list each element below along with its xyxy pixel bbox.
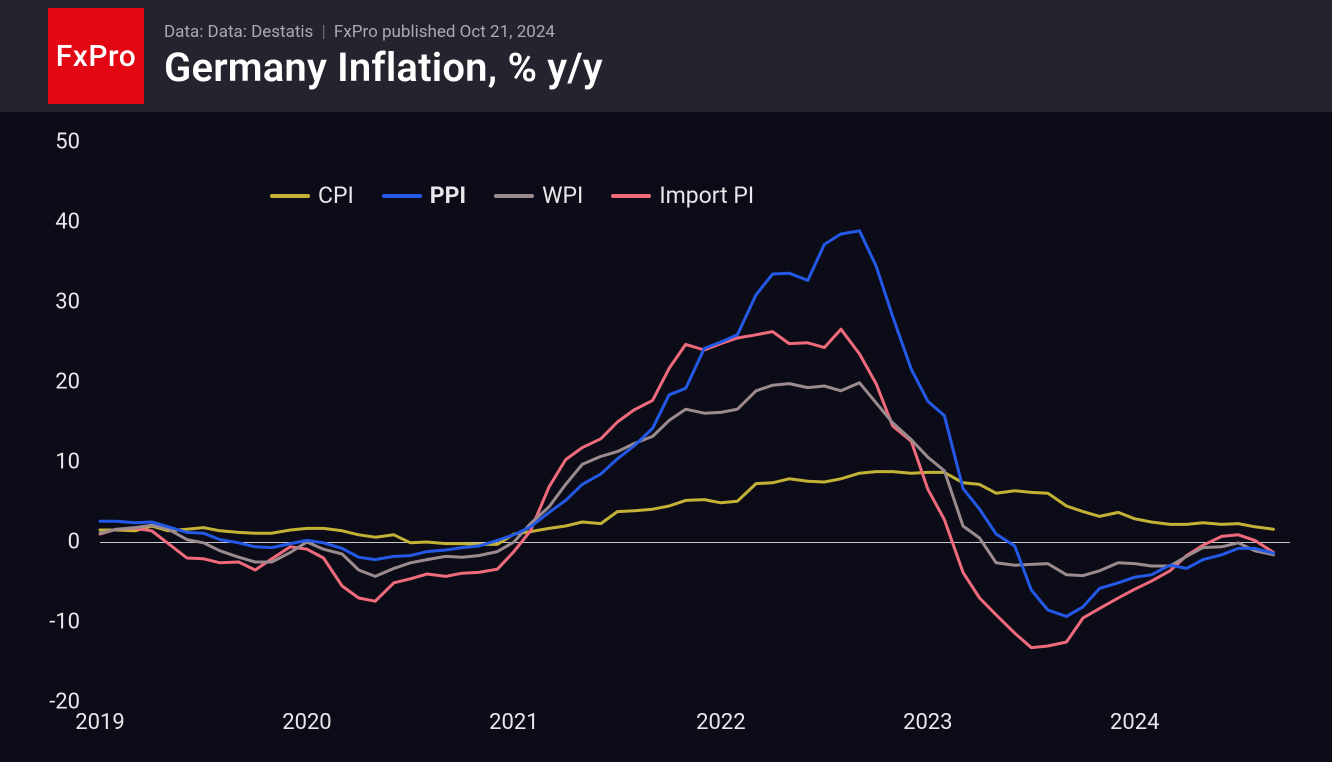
y-tick-label: 10 — [55, 450, 80, 475]
chart-title: Germany Inflation, % y/y — [164, 44, 603, 91]
x-tick-label: 2023 — [903, 710, 952, 735]
x-axis: 201920202021202220232024 — [100, 710, 1290, 740]
y-tick-label: 0 — [68, 530, 80, 555]
x-tick-label: 2022 — [696, 710, 745, 735]
brand-logo: FxPro — [48, 8, 144, 104]
series-import_pi — [100, 329, 1273, 647]
y-tick-label: 30 — [55, 290, 80, 315]
plot-region: CPIPPIWPIImport PI — [100, 142, 1290, 702]
y-tick-label: 50 — [55, 130, 80, 155]
meta-separator: | — [322, 22, 326, 42]
line-layer — [100, 142, 1290, 702]
y-tick-label: -10 — [49, 610, 80, 635]
meta-published: FxPro published Oct 21, 2024 — [334, 22, 555, 42]
x-tick-label: 2019 — [75, 710, 124, 735]
x-tick-label: 2021 — [489, 710, 538, 735]
chart-header: FxPro Data: Data: Destatis | FxPro publi… — [0, 0, 1332, 112]
y-axis: -20-1001020304050 — [0, 142, 90, 702]
meta-source: Data: Data: Destatis — [164, 22, 313, 42]
y-tick-label: 40 — [55, 210, 80, 235]
x-tick-label: 2020 — [282, 710, 331, 735]
brand-logo-text: FxPro — [56, 39, 137, 74]
y-tick-label: 20 — [55, 370, 80, 395]
x-tick-label: 2024 — [1110, 710, 1159, 735]
chart-area: -20-1001020304050 CPIPPIWPIImport PI 201… — [0, 112, 1332, 762]
header-text-block: Data: Data: Destatis | FxPro published O… — [164, 22, 603, 91]
series-cpi — [100, 472, 1273, 545]
meta-line: Data: Data: Destatis | FxPro published O… — [164, 22, 603, 42]
